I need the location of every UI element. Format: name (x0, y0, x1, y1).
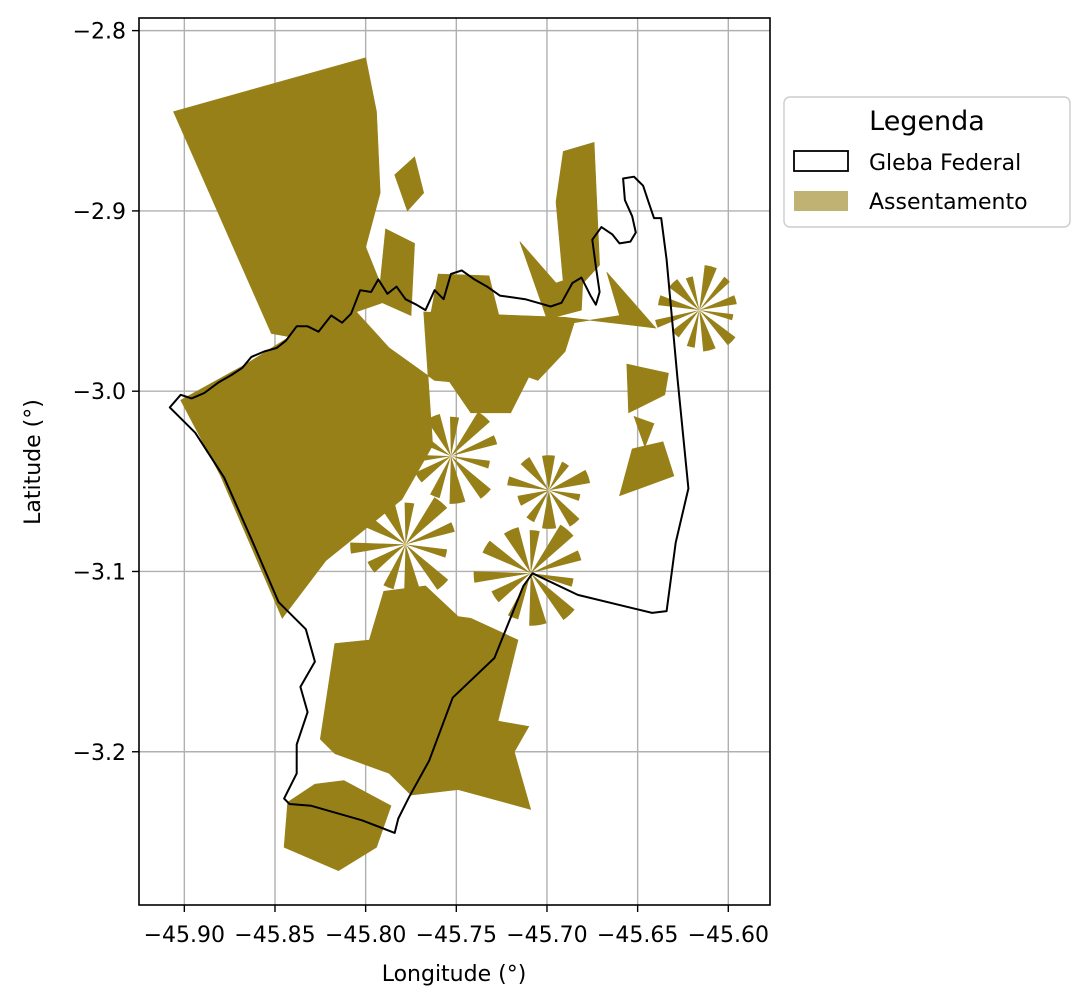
assentamento-wedge (358, 512, 406, 545)
legend: Legenda Gleba Federal Assentamento (783, 96, 1071, 228)
assentamento-wedge (542, 455, 555, 491)
assentamento-wedge (655, 310, 700, 328)
assentamento-polygon (626, 363, 669, 414)
assentamento-wedge (542, 490, 557, 529)
assentamento-wedge (482, 540, 531, 574)
assentamento-polygon (428, 273, 501, 324)
assentamento-wedge (367, 544, 406, 573)
assentamento-wedge (450, 456, 491, 499)
assentamento-layer (173, 57, 737, 872)
assentamento-wedge (529, 573, 547, 626)
x-tick-label: −45.80 (325, 923, 406, 948)
assentamento-polygon (619, 441, 675, 497)
assentamento-wedge (405, 544, 449, 590)
x-axis: −45.90 −45.85 −45.80 −45.75 −45.70 −45.65 −45.… (144, 905, 769, 948)
assentamento-wedge (530, 550, 582, 574)
assentamento-wedge (404, 502, 415, 545)
legend-label-gleba: Gleba Federal (869, 151, 1021, 176)
assentamento-wedge (407, 426, 451, 457)
assentamento-polygon (283, 780, 392, 872)
assentamento-wedge (658, 295, 700, 311)
y-tick-label: −3.2 (73, 741, 126, 766)
assentamento-polygon (555, 142, 600, 304)
assentamento-polygon (394, 156, 425, 212)
y-axis-title: Latitude (°) (21, 399, 46, 525)
legend-title: Legenda (869, 106, 985, 137)
assentamento-wedge (450, 416, 460, 457)
assentamento-polygon (633, 415, 655, 448)
y-tick-label: −3.0 (73, 380, 126, 405)
y-tick-label: −2.9 (73, 200, 126, 225)
assentamento-wedge (430, 456, 451, 499)
assentamento-polygon (443, 336, 532, 414)
assentamento-wedge (685, 276, 700, 311)
assentamento-wedge (350, 542, 406, 554)
gleba-federal-outline (168, 175, 690, 834)
y-tick-label: −3.1 (73, 560, 126, 585)
assentamento-wedge (699, 295, 737, 311)
assentamento-wedge (686, 310, 700, 348)
x-tick-label: −45.90 (144, 923, 225, 948)
assentamento-wedge (426, 414, 451, 457)
assentamento-wedge (491, 573, 531, 603)
assentamento-polygon (180, 272, 657, 619)
assentamento-wedge (672, 310, 700, 338)
assentamento-wedge (699, 310, 736, 346)
assentamento-wedge (699, 310, 734, 321)
assentamento-wedge (520, 457, 549, 491)
assentamento-wedge (529, 530, 540, 574)
plot-frame (138, 17, 771, 906)
assentamento-wedge (405, 522, 455, 545)
legend-box (783, 96, 1071, 228)
assentamento-wedge (548, 461, 569, 491)
legend-swatch-assentamento (794, 191, 848, 211)
assentamento-wedge (379, 499, 406, 545)
x-tick-label: −45.70 (506, 923, 587, 948)
assentamento-wedge (404, 544, 421, 596)
assentamento-wedge (668, 279, 700, 311)
assentamento-wedge (415, 456, 451, 483)
assentamento-wedge (530, 573, 575, 620)
assentamento-wedge (699, 265, 717, 311)
assentamento-wedge (517, 490, 549, 506)
assentamento-wedge (449, 456, 466, 504)
assentamento-wedge (699, 310, 716, 352)
assentamento-wedge (405, 497, 448, 545)
assentamento-wedge (548, 469, 591, 491)
assentamento-wedge (526, 490, 549, 523)
assentamento-wedge (450, 435, 498, 457)
plot-area (168, 57, 737, 872)
y-axis: −2.8 −2.9 −3.0 −3.1 −3.2 (73, 20, 139, 766)
legend-label-assentamento: Assentamento (869, 190, 1028, 215)
gleba-federal-layer (168, 175, 690, 834)
assentamento-wedge (548, 490, 580, 527)
assentamento-wedge (450, 411, 490, 457)
x-tick-label: −45.65 (597, 923, 678, 948)
assentamento-wedge (507, 476, 549, 491)
assentamento-wedge (699, 276, 730, 311)
x-tick-label: −45.60 (688, 923, 769, 948)
y-tick-label: −2.8 (73, 20, 126, 45)
assentamento-wedge (473, 571, 531, 583)
x-tick-label: −45.75 (416, 923, 497, 948)
x-axis-title: Longitude (°) (382, 962, 527, 987)
assentamento-polygon (377, 228, 415, 316)
assentamento-wedge (383, 544, 406, 590)
assentamento-wedge (530, 524, 574, 574)
legend-swatch-gleba (793, 150, 849, 172)
assentamento-wedge (503, 527, 531, 574)
assentamento-polygon (319, 585, 532, 810)
assentamento-polygon (173, 57, 388, 342)
assentamento-wedge (398, 454, 451, 465)
x-tick-label: −45.85 (234, 923, 315, 948)
assentamento-wedge (405, 544, 448, 558)
assentamento-wedge (548, 490, 581, 501)
assentamento-wedge (450, 456, 490, 469)
